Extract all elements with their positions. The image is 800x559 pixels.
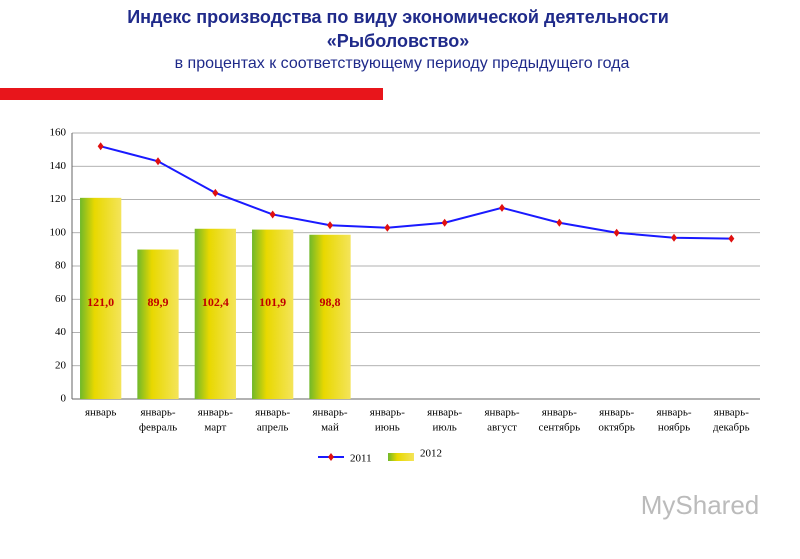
data-label: 89,9: [148, 295, 169, 309]
x-tick-label: январь-: [255, 407, 290, 419]
line: [100, 145, 732, 240]
legend-swatch: [328, 453, 334, 461]
x-tick-label: январь-: [714, 407, 749, 419]
bar: [80, 197, 122, 399]
marker: [671, 233, 677, 242]
x-tick-label: январь-: [484, 407, 519, 419]
x-tick-label: июль: [432, 422, 456, 434]
bar: [137, 249, 179, 399]
x-tick-label: январь-: [140, 407, 175, 419]
bar: [194, 228, 236, 399]
x-tick-label: январь-: [656, 407, 691, 419]
x-tick-label: февраль: [139, 422, 177, 434]
marker: [613, 228, 620, 237]
y-tick-label: 20: [55, 359, 67, 371]
y-tick-label: 100: [50, 226, 67, 238]
x-tick-label: ноябрь: [658, 422, 690, 434]
y-tick-label: 80: [55, 260, 67, 272]
bar: [252, 229, 294, 399]
marker: [269, 210, 276, 219]
y-tick-label: 0: [61, 393, 67, 405]
marker: [327, 221, 333, 230]
watermark: MyShared: [641, 490, 760, 520]
legend-swatch: [388, 453, 414, 461]
x-tick-label: май: [321, 422, 339, 434]
x-tick-label: январь-: [370, 407, 405, 419]
x-tick-label: октябрь: [598, 422, 635, 434]
legend-label: 2012: [420, 448, 442, 460]
x-tick-label: январь-: [427, 407, 462, 419]
marker: [441, 218, 448, 227]
bar: [309, 234, 351, 399]
y-tick-label: 60: [55, 293, 67, 305]
marker: [212, 188, 219, 197]
y-tick-label: 120: [50, 193, 67, 205]
chart-title: Индекс производства по виду экономическо…: [127, 7, 669, 27]
marker: [384, 223, 391, 232]
decor-bar: [0, 88, 383, 100]
x-tick-label: апрель: [257, 422, 289, 434]
x-tick-label: январь: [85, 407, 116, 419]
x-tick-label: январь-: [312, 407, 347, 419]
y-tick-label: 160: [50, 127, 67, 139]
chart-subtitle: в процентах к соответствующему периоду п…: [175, 55, 630, 72]
x-tick-label: сентябрь: [539, 422, 581, 434]
marker: [556, 218, 563, 227]
x-tick-label: август: [487, 422, 517, 434]
y-tick-label: 140: [50, 160, 67, 172]
legend-label: 2011: [350, 453, 372, 465]
x-tick-label: март: [204, 422, 226, 434]
y-tick-label: 40: [55, 326, 67, 338]
data-label: 102,4: [202, 295, 229, 309]
data-label: 101,9: [259, 295, 286, 309]
x-tick-label: январь-: [542, 407, 577, 419]
data-label: 98,8: [320, 295, 341, 309]
x-tick-label: январь-: [198, 407, 233, 419]
marker: [728, 234, 735, 243]
x-tick-label: июнь: [375, 422, 400, 434]
marker: [97, 142, 104, 151]
x-tick-label: январь-: [599, 407, 634, 419]
data-label: 121,0: [87, 295, 114, 309]
marker: [155, 157, 161, 166]
chart-title: «Рыболовство»: [327, 31, 470, 51]
x-tick-label: декабрь: [713, 422, 750, 434]
marker: [499, 203, 505, 212]
